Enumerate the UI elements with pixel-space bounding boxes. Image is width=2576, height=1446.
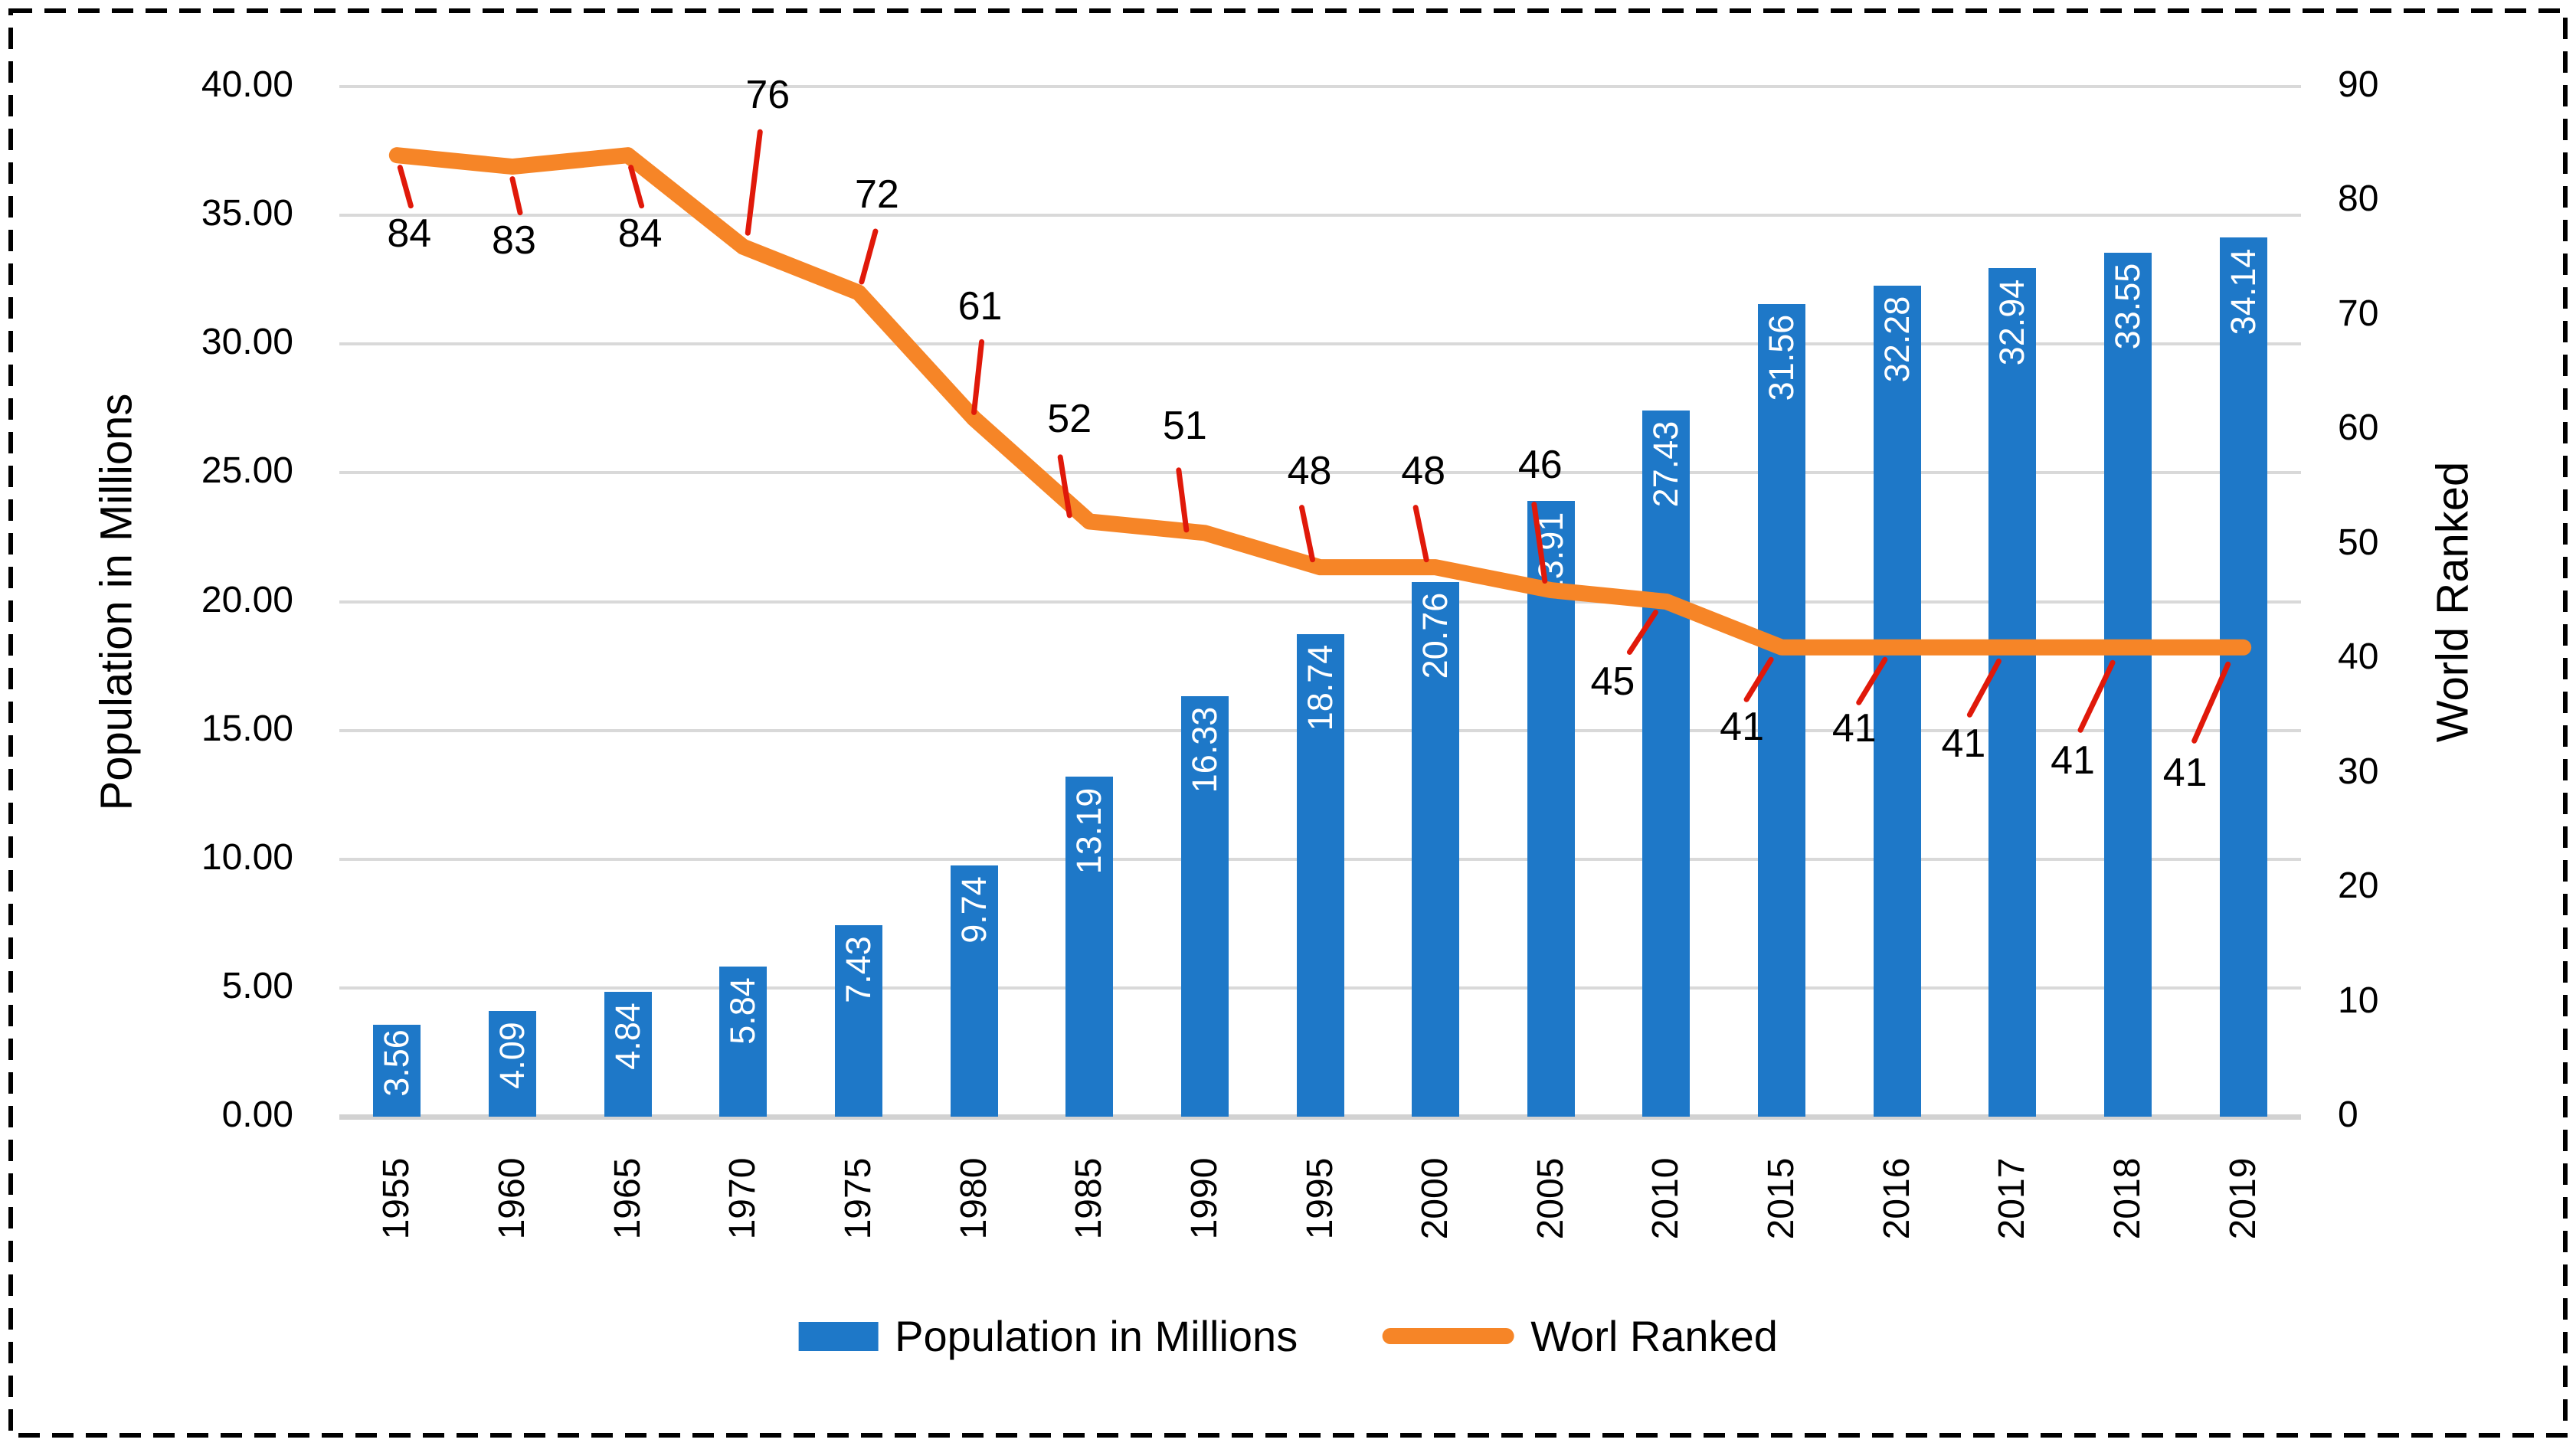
rank-leader-line	[2191, 661, 2231, 744]
x-axis-year-label: 1985	[1069, 1157, 1110, 1240]
rank-data-label: 52	[1047, 396, 1092, 441]
x-axis-year-label: 1990	[1183, 1157, 1225, 1240]
left-axis-tick-label: 20.00	[201, 579, 293, 620]
right-axis-tick-label: 30	[2338, 751, 2379, 792]
rank-data-label: 41	[1941, 721, 1986, 767]
x-axis-year-label: 2019	[2222, 1157, 2263, 1240]
rank-leader-line	[745, 129, 763, 236]
legend: Population in Millions Worl Ranked	[798, 1311, 1778, 1361]
rank-leader-line	[2077, 659, 2116, 733]
right-axis-tick-label: 0	[2338, 1094, 2358, 1135]
legend-line-swatch-icon	[1382, 1328, 1514, 1344]
legend-item-rank[interactable]: Worl Ranked	[1382, 1311, 1778, 1361]
rank-leader-line	[1856, 656, 1888, 705]
x-axis-year-label: 2015	[1761, 1157, 1802, 1240]
rank-data-label: 45	[1590, 659, 1635, 704]
right-axis-tick-label: 40	[2338, 636, 2379, 678]
rank-data-label: 48	[1401, 448, 1446, 493]
rank-leader-line	[1412, 505, 1429, 563]
rank-leader-line	[1743, 656, 1774, 702]
left-axis-tick-label: 40.00	[201, 64, 293, 105]
right-axis-title: World Ranked	[2427, 461, 2478, 743]
x-axis-year-label: 2016	[1876, 1157, 1917, 1240]
x-axis-year-label: 1975	[837, 1157, 879, 1240]
rank-data-label: 48	[1287, 448, 1332, 493]
x-axis-year-label: 1995	[1299, 1157, 1340, 1240]
rank-leader-line	[1531, 502, 1548, 584]
rank-data-label: 76	[745, 73, 790, 118]
left-axis-tick-label: 30.00	[201, 322, 293, 363]
right-axis-tick-label: 10	[2338, 980, 2379, 1021]
right-axis-tick-label: 60	[2338, 407, 2379, 449]
rank-data-label: 84	[617, 211, 663, 256]
x-axis-year-label: 2017	[1992, 1157, 2033, 1240]
right-axis-tick-label: 50	[2338, 522, 2379, 563]
left-axis-tick-label: 10.00	[201, 836, 293, 878]
left-axis-tick-label: 0.00	[221, 1094, 293, 1135]
x-axis-year-label: 1960	[491, 1157, 532, 1240]
x-axis-year-label: 1955	[376, 1157, 417, 1240]
legend-label: Worl Ranked	[1530, 1312, 1778, 1360]
rank-data-label: 61	[957, 284, 1003, 329]
x-axis-year-label: 2005	[1530, 1157, 1571, 1240]
rank-leader-line	[1176, 467, 1190, 533]
world-rank-line[interactable]	[388, 147, 2252, 656]
legend-item-population[interactable]: Population in Millions	[798, 1311, 1298, 1361]
x-axis-year-label: 1965	[607, 1157, 648, 1240]
left-axis-tick-label: 35.00	[201, 193, 293, 234]
left-axis-tick-label: 25.00	[201, 450, 293, 492]
rank-leader-line	[509, 176, 523, 216]
rank-leader-line	[1299, 505, 1315, 563]
rank-data-label: 83	[492, 218, 536, 263]
x-axis-year-label: 2000	[1415, 1157, 1456, 1240]
x-axis-year-label: 2018	[2107, 1157, 2149, 1240]
legend-label: Population in Millions	[895, 1312, 1298, 1360]
rank-leader-line	[859, 228, 879, 285]
x-axis-year-label: 1970	[722, 1157, 764, 1240]
rank-data-label: 46	[1517, 442, 1563, 487]
right-axis-tick-label: 90	[2338, 64, 2379, 105]
rank-data-label: 41	[2051, 738, 2095, 784]
rank-leader-line	[1966, 658, 2002, 718]
legend-bar-swatch-icon	[798, 1321, 879, 1351]
left-axis-tick-label: 15.00	[201, 708, 293, 749]
left-axis-tick-label: 5.00	[221, 965, 293, 1006]
rank-data-label: 51	[1162, 403, 1207, 448]
rank-leader-line	[1626, 610, 1658, 655]
rank-data-label: 84	[387, 211, 432, 256]
right-axis-tick-label: 20	[2338, 865, 2379, 907]
rank-leader-line	[971, 339, 985, 415]
x-axis-year-label: 2010	[1645, 1157, 1687, 1240]
x-axis-year-label: 1980	[953, 1157, 994, 1240]
rank-data-label: 41	[1720, 705, 1764, 750]
right-axis-tick-label: 80	[2338, 178, 2379, 220]
rank-data-label: 41	[1831, 706, 1877, 751]
rank-data-label: 72	[854, 172, 899, 217]
rank-leader-line	[397, 165, 414, 209]
right-axis-tick-label: 70	[2338, 293, 2379, 334]
rank-data-label: 41	[2162, 751, 2208, 796]
